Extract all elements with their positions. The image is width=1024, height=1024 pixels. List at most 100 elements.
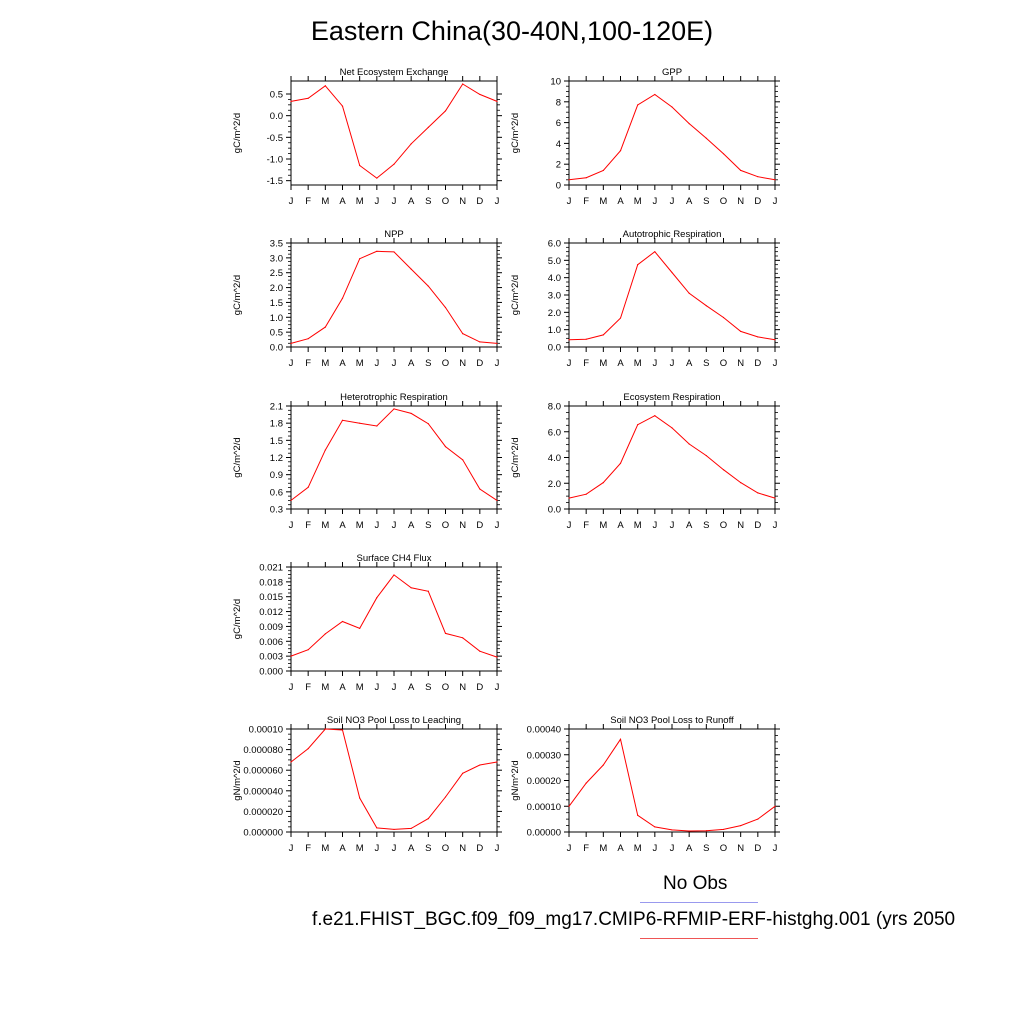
data-point bbox=[444, 446, 447, 448]
data-point bbox=[376, 597, 378, 599]
x-tick-label: J bbox=[374, 520, 379, 531]
data-point bbox=[479, 93, 481, 96]
data-point bbox=[637, 104, 639, 106]
data-point bbox=[722, 469, 725, 471]
data-point bbox=[722, 316, 725, 319]
x-tick-label: O bbox=[720, 843, 727, 854]
x-tick-label: A bbox=[339, 196, 346, 207]
data-point bbox=[619, 150, 622, 152]
panel-frame bbox=[568, 728, 776, 833]
x-tick-label: A bbox=[339, 682, 346, 693]
data-point bbox=[410, 827, 412, 829]
y-tick-label: 0.5 bbox=[270, 328, 283, 339]
x-tick-label: M bbox=[321, 843, 329, 854]
panel-title: Surface CH4 Flux bbox=[357, 553, 432, 564]
data-point bbox=[619, 317, 622, 319]
x-tick-label: O bbox=[442, 682, 449, 693]
y-tick-label: 3.0 bbox=[548, 291, 561, 302]
x-tick-label: S bbox=[425, 843, 431, 854]
x-tick-label: J bbox=[289, 843, 294, 854]
x-tick-label: N bbox=[737, 358, 744, 369]
y-tick-label: 1.5 bbox=[270, 436, 283, 447]
x-tick-label: D bbox=[476, 520, 483, 531]
data-point bbox=[774, 179, 776, 181]
data-point bbox=[359, 422, 361, 424]
y-tick-label: 0.000020 bbox=[243, 807, 283, 818]
data-point bbox=[705, 137, 707, 139]
data-point bbox=[740, 169, 742, 172]
x-tick-label: A bbox=[686, 520, 693, 531]
data-point bbox=[324, 85, 326, 87]
data-point bbox=[393, 251, 395, 253]
x-tick-label: S bbox=[703, 358, 709, 369]
x-tick-label: M bbox=[599, 520, 607, 531]
x-tick-label: J bbox=[495, 196, 500, 207]
data-point bbox=[307, 338, 309, 340]
panel-title: NPP bbox=[384, 229, 404, 240]
panel-title: Autotrophic Respiration bbox=[623, 229, 722, 240]
y-tick-label: 5.0 bbox=[548, 256, 561, 267]
data-point bbox=[393, 828, 395, 831]
x-tick-label: S bbox=[425, 682, 431, 693]
data-point bbox=[341, 105, 344, 107]
x-tick-label: A bbox=[686, 196, 693, 207]
y-tick-label: 0.9 bbox=[270, 470, 283, 481]
y-tick-label: 0 bbox=[556, 181, 561, 192]
legend-obs-line bbox=[640, 902, 758, 903]
y-tick-label: 1.0 bbox=[548, 325, 561, 336]
data-point bbox=[427, 818, 429, 820]
data-point bbox=[462, 459, 464, 461]
data-point bbox=[740, 482, 742, 484]
data-point bbox=[444, 306, 447, 309]
data-point bbox=[427, 285, 429, 287]
x-tick-label: S bbox=[425, 358, 431, 369]
x-tick-label: M bbox=[634, 358, 642, 369]
x-tick-label: J bbox=[392, 358, 397, 369]
x-tick-label: M bbox=[634, 843, 642, 854]
panel-frame bbox=[568, 405, 776, 510]
series-line bbox=[568, 738, 776, 832]
figure-title: Eastern China(30-40N,100-120E) bbox=[310, 16, 714, 46]
data-point bbox=[290, 342, 292, 345]
data-point bbox=[688, 292, 690, 294]
y-tick-label: 0.00030 bbox=[527, 750, 561, 761]
x-tick-label: N bbox=[459, 196, 466, 207]
data-point bbox=[427, 423, 429, 425]
data-point bbox=[324, 326, 326, 328]
x-tick-label: A bbox=[339, 843, 346, 854]
x-tick-label: N bbox=[459, 358, 466, 369]
y-tick-label: 4.0 bbox=[548, 273, 561, 284]
x-tick-label: J bbox=[289, 682, 294, 693]
data-point bbox=[654, 415, 656, 417]
x-tick-label: D bbox=[476, 682, 483, 693]
x-tick-label: J bbox=[392, 520, 397, 531]
data-point bbox=[479, 488, 481, 490]
data-point bbox=[568, 805, 570, 807]
data-point bbox=[324, 633, 326, 635]
y-tick-label: 0.0 bbox=[548, 343, 561, 354]
data-point bbox=[393, 574, 395, 576]
x-tick-label: J bbox=[567, 520, 572, 531]
x-tick-label: A bbox=[686, 843, 693, 854]
y-tick-label: 8.0 bbox=[548, 402, 561, 413]
x-tick-label: O bbox=[442, 520, 449, 531]
data-point bbox=[376, 827, 378, 829]
x-tick-label: J bbox=[652, 358, 657, 369]
data-point bbox=[290, 499, 292, 502]
x-tick-label: J bbox=[670, 358, 675, 369]
x-tick-label: A bbox=[408, 196, 415, 207]
x-tick-label: D bbox=[476, 358, 483, 369]
x-tick-label: S bbox=[703, 520, 709, 531]
y-tick-label: 2.0 bbox=[548, 479, 561, 490]
data-point bbox=[376, 250, 378, 252]
y-tick-label: 0.000 bbox=[259, 667, 283, 678]
x-tick-label: J bbox=[567, 843, 572, 854]
x-tick-label: J bbox=[392, 682, 397, 693]
x-tick-label: J bbox=[495, 358, 500, 369]
y-tick-label: 0.0 bbox=[270, 111, 283, 122]
data-point bbox=[496, 761, 498, 763]
data-point bbox=[462, 333, 464, 335]
data-point bbox=[585, 177, 587, 179]
x-tick-label: J bbox=[670, 843, 675, 854]
y-tick-label: -1.5 bbox=[267, 176, 283, 187]
